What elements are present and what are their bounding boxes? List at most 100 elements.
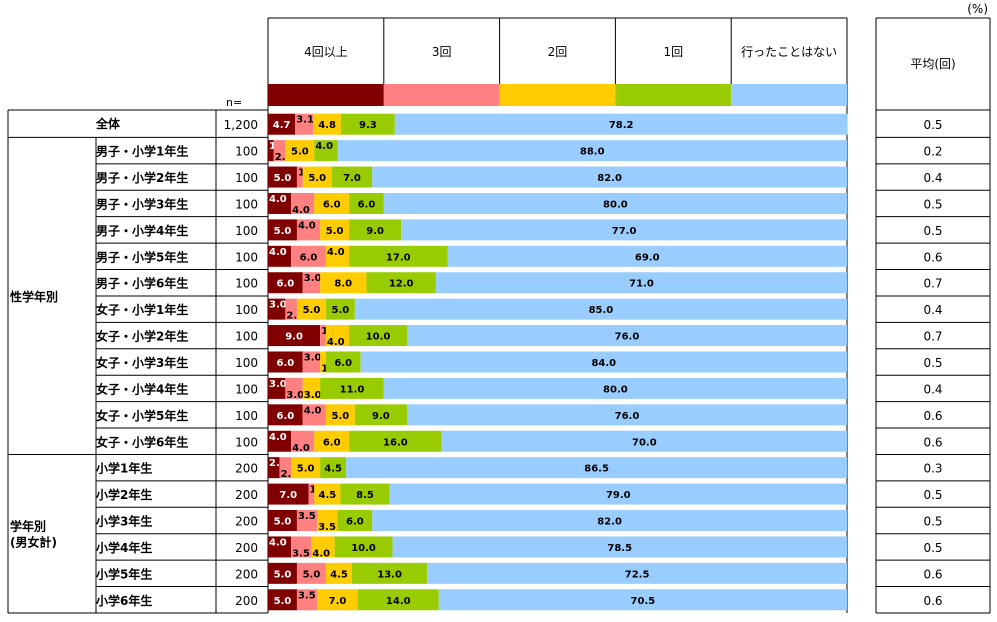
bar-segment — [268, 166, 297, 188]
bar-segment — [291, 192, 315, 214]
row-n-value: 100 — [235, 145, 258, 159]
bar-segment — [296, 298, 326, 320]
row-n-value: 200 — [235, 488, 258, 502]
row-average-value: 0.7 — [923, 330, 942, 344]
row-label: 男子・小学4年生 — [96, 223, 188, 238]
bar-value-label: 17.0 — [386, 252, 411, 263]
bar-segment — [349, 325, 407, 347]
bar-segment — [427, 562, 847, 584]
bar-value-label: 2.0 — [286, 311, 304, 322]
row-n-value: 100 — [235, 330, 258, 344]
row-average-value: 0.5 — [923, 224, 942, 238]
bar-value-label: 4.0 — [327, 337, 345, 348]
legend-label: 4回以上 — [304, 45, 348, 59]
row-average-value: 0.6 — [923, 567, 942, 581]
bar-segment — [291, 430, 315, 452]
bar-segment — [268, 219, 297, 241]
row-average-value: 0.5 — [923, 356, 942, 370]
row-average-value: 0.5 — [923, 541, 942, 555]
row-label: 小学4年生 — [96, 540, 152, 555]
row-n-value: 100 — [235, 356, 258, 370]
bar-segment — [268, 510, 297, 532]
bar-value-label: 6.0 — [323, 199, 341, 210]
row-n-value: 200 — [235, 594, 258, 608]
bar-value-label: 82.0 — [597, 173, 622, 184]
bar-value-label: 4.7 — [273, 120, 291, 131]
bar-value-label: 69.0 — [635, 252, 660, 263]
bar-segment — [314, 192, 350, 214]
bar-segment — [314, 483, 341, 505]
legend-label: 行ったことはない — [741, 45, 837, 59]
row-average-value: 0.6 — [923, 594, 942, 608]
bar-value-label: 3.0 — [269, 300, 287, 311]
row-label: 女子・小学6年生 — [96, 434, 188, 449]
bar-value-label: 3.0 — [269, 379, 287, 390]
bar-segment — [285, 140, 315, 162]
row-label: 小学1年生 — [96, 461, 152, 476]
bar-value-label: 4.0 — [269, 194, 287, 205]
row-average-value: 0.4 — [923, 303, 942, 317]
bar-segment — [296, 166, 303, 188]
bar-value-label: 71.0 — [629, 279, 654, 290]
bar-segment — [317, 589, 358, 611]
row-n-value: 200 — [235, 515, 258, 529]
bar-segment — [435, 272, 847, 294]
bar-segment — [268, 483, 309, 505]
bar-value-label: 16.0 — [383, 437, 408, 448]
bar-segment — [296, 510, 318, 532]
legend-label: 1回 — [663, 45, 683, 59]
row-label: 女子・小学4年生 — [96, 381, 188, 396]
bar-segment — [296, 219, 321, 241]
bar-value-label: 9.0 — [366, 226, 384, 237]
bar-segment — [349, 245, 448, 267]
bar-segment — [302, 404, 326, 426]
bar-segment — [406, 325, 847, 347]
bar-value-label: 6.0 — [277, 358, 295, 369]
bar-segment — [295, 113, 314, 135]
bar-segment — [311, 536, 335, 558]
row-average-value: 0.4 — [923, 171, 942, 185]
bar-segment — [325, 351, 361, 373]
bar-segment — [285, 377, 303, 399]
bar-segment — [268, 113, 296, 135]
bar-value-label: 70.0 — [632, 437, 657, 448]
bar-segment — [268, 192, 292, 214]
bar-value-label: 85.0 — [589, 305, 614, 316]
bar-value-label: 84.0 — [591, 358, 616, 369]
row-label: 全体 — [95, 116, 121, 131]
bar-value-label: 4.0 — [269, 247, 287, 258]
bar-value-label: 6.0 — [358, 199, 376, 210]
row-n-value: 1,200 — [224, 118, 258, 132]
bar-value-label: 3.0 — [304, 352, 322, 363]
row-n-value: 100 — [235, 409, 258, 423]
bar-value-label: 78.5 — [607, 543, 632, 554]
row-n-value: 200 — [235, 462, 258, 476]
row-label: 男子・小学3年生 — [96, 196, 188, 211]
bar-segment — [406, 404, 847, 426]
bar-segment — [394, 113, 848, 135]
bar-segment — [273, 140, 286, 162]
row-average-value: 0.6 — [923, 409, 942, 423]
row-label: 男子・小学1年生 — [96, 144, 188, 159]
bar-segment — [302, 351, 321, 373]
bar-segment — [372, 510, 847, 532]
bar-value-label: 9.0 — [372, 411, 390, 422]
row-n-value: 100 — [235, 382, 258, 396]
bar-value-label: 3.5 — [298, 511, 316, 522]
bar-value-label: 3.5 — [292, 548, 310, 559]
bar-segment — [302, 377, 321, 399]
bar-value-label: 3.1 — [296, 115, 314, 126]
bar-segment — [268, 245, 292, 267]
row-n-value: 100 — [235, 277, 258, 291]
bar-segment — [268, 325, 321, 347]
bar-segment — [340, 113, 395, 135]
bar-segment — [389, 483, 847, 505]
bar-segment — [325, 404, 355, 426]
row-n-value: 200 — [235, 567, 258, 581]
bar-segment — [366, 272, 436, 294]
bar-value-label: 2.0 — [281, 469, 299, 480]
legend-swatch — [615, 84, 732, 106]
row-label: 小学5年生 — [96, 566, 152, 581]
bar-value-label: 12.0 — [389, 279, 414, 290]
bar-segment — [268, 536, 292, 558]
